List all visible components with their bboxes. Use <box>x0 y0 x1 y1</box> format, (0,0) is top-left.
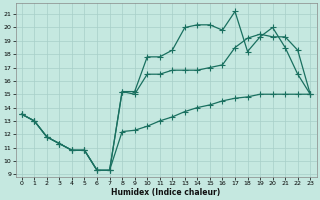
X-axis label: Humidex (Indice chaleur): Humidex (Indice chaleur) <box>111 188 221 197</box>
